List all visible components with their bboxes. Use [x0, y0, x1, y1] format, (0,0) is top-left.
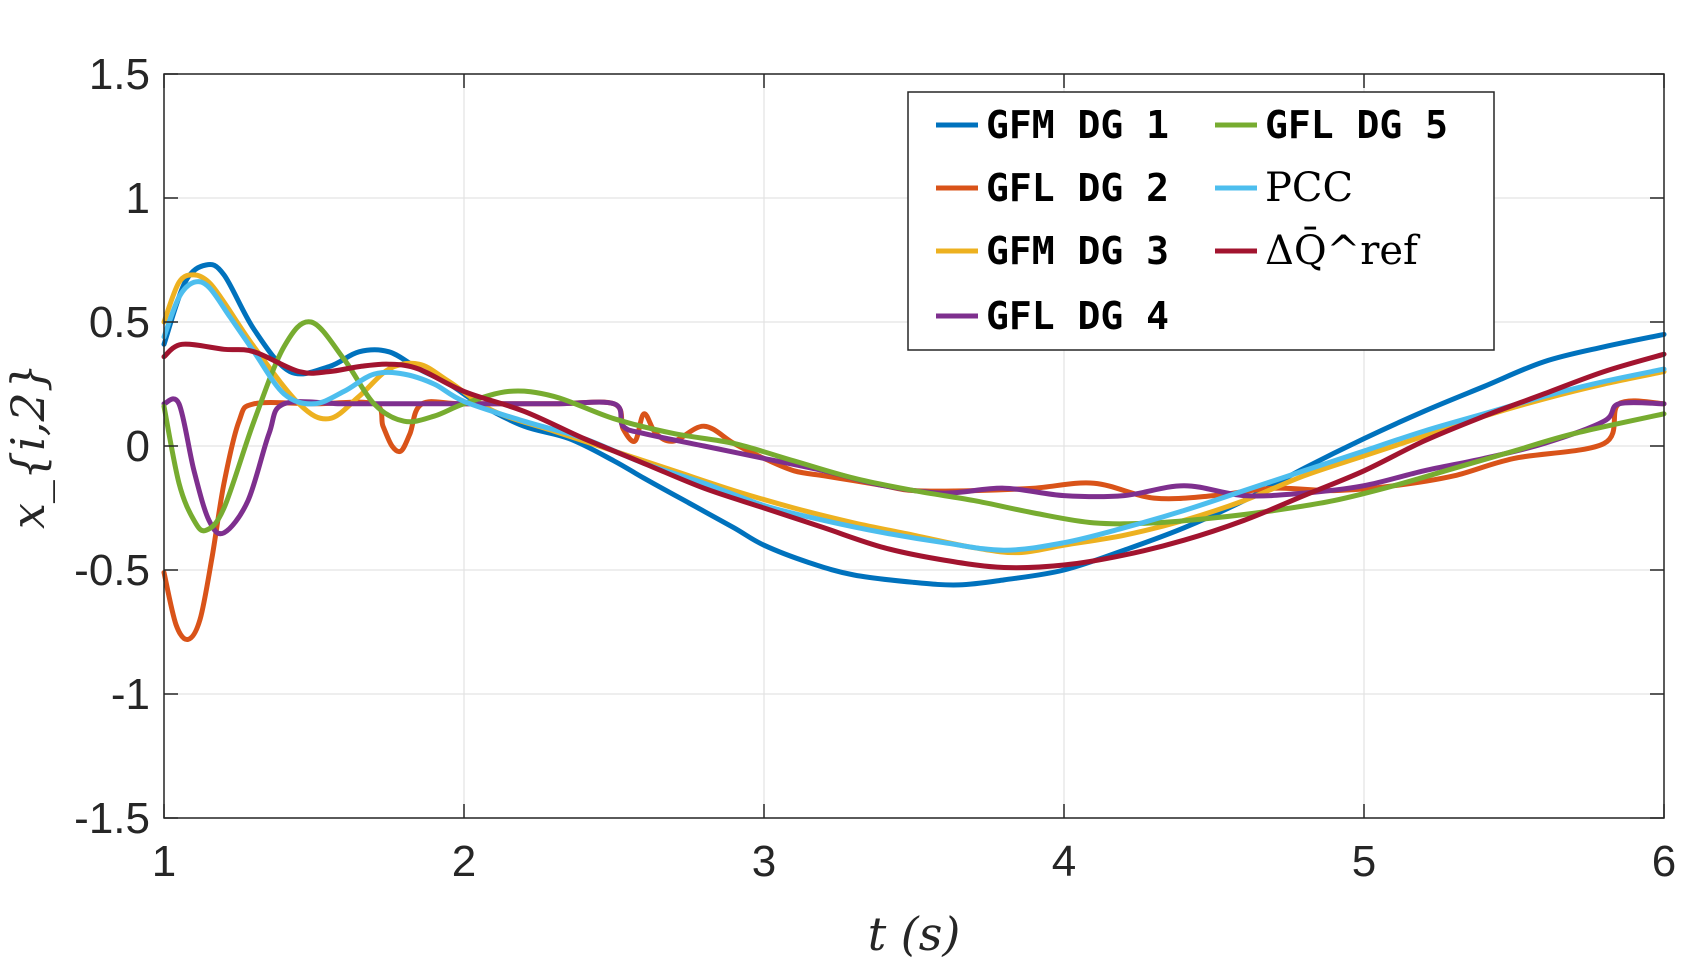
- series-line-7: [161, 341, 1667, 571]
- y-tick-label: 0.5: [89, 298, 150, 347]
- legend-label-2: GFL DG 2: [986, 166, 1169, 210]
- y-tick-label: 1: [126, 174, 150, 223]
- x-tick-label: 3: [752, 837, 776, 886]
- series-line-5: [161, 319, 1667, 534]
- y-tick-label: 0: [126, 422, 150, 471]
- x-tick-label: 1: [152, 837, 176, 886]
- legend-label-3: GFM DG 3: [986, 229, 1169, 273]
- y-tick-label: 1.5: [89, 50, 150, 99]
- y-axis-label-text: x_{i,2}: [1, 363, 55, 529]
- legend-label-1: GFM DG 1: [986, 103, 1169, 147]
- series-line-3: [161, 272, 1667, 556]
- x-axis-label: t (s): [868, 907, 961, 961]
- legend-label-4: GFL DG 4: [986, 294, 1169, 338]
- x-tick-label: 2: [452, 837, 476, 886]
- legend-label-6: PCC: [1265, 165, 1353, 211]
- y-tick-label: -1: [111, 670, 150, 719]
- x-tick-label: 6: [1652, 837, 1676, 886]
- series-line-6: [161, 279, 1667, 553]
- legend: GFM DG 1 GFL DG 5 GFL DG 2 PCC GFM DG 3 ΔQ̄^r…: [907, 91, 1495, 351]
- x-tick-label: 5: [1352, 837, 1376, 886]
- y-axis-label: x_{i,2}: [1, 363, 55, 529]
- legend-box: [907, 91, 1495, 351]
- series-line-1: [161, 261, 1667, 588]
- y-tick-label: -0.5: [74, 546, 150, 595]
- legend-label-5: GFL DG 5: [1265, 103, 1448, 147]
- series-group: [161, 261, 1667, 642]
- series-line-4: [161, 396, 1667, 537]
- ticks: 1 2 3 4 5 6 1.5 1 0.5 0 -0.5 -1 -1.5: [74, 50, 1676, 886]
- y-tick-label: -1.5: [74, 794, 150, 843]
- x-tick-label: 4: [1052, 837, 1076, 886]
- legend-label-7: ΔQ̄^ref: [1265, 227, 1421, 274]
